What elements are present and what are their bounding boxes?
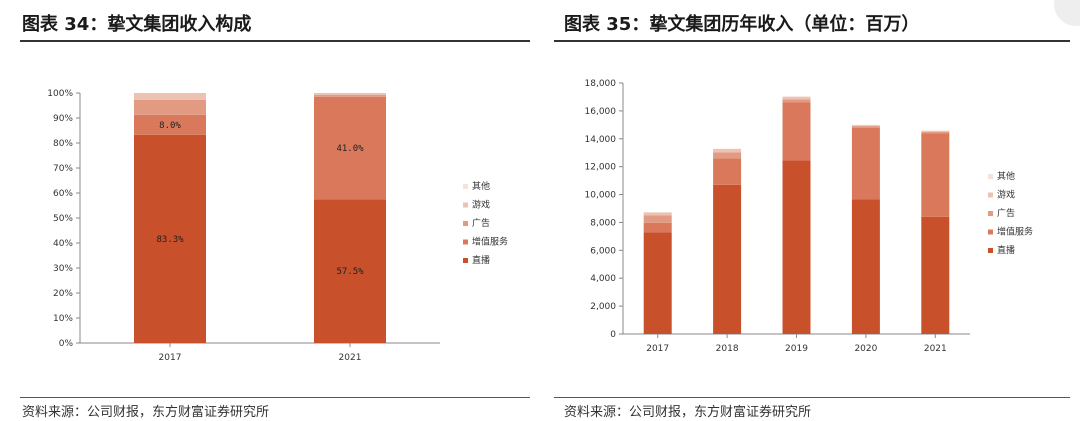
bar-segment (713, 148, 742, 153)
x-tick-label: 2021 (924, 344, 947, 354)
x-tick-label: 2018 (716, 344, 739, 354)
bar-segment (134, 99, 206, 115)
y-tick-label: 0 (610, 330, 616, 340)
right-chart-panel: 图表 35：挚文集团历年收入（单位：百万） 0 2,000 4,000 6,000 8,… (550, 0, 1070, 421)
bar-segment (782, 99, 811, 103)
annual-revenue-chart: 0 2,000 4,000 6,000 8,000 10,000 12,000 14,000 1… (585, 79, 1034, 354)
bar-segment (643, 222, 672, 233)
x-tick-label: 2020 (854, 344, 877, 354)
legend-swatch (988, 229, 993, 235)
legend-label: 游戏 (472, 199, 490, 211)
legend-label: 其他 (472, 180, 490, 192)
bar-segment (713, 152, 742, 159)
data-label: 83.3% (156, 235, 184, 245)
y-tick-label: 2,000 (590, 302, 616, 312)
title-divider (20, 40, 530, 42)
x-tick-label: 2019 (785, 344, 808, 354)
y-tick-label: 16,000 (585, 107, 617, 117)
y-tick-label: 4,000 (590, 274, 616, 284)
legend-swatch (463, 239, 468, 245)
bar-segment (782, 160, 811, 334)
legend-swatch (463, 184, 468, 189)
y-tick-label: 80% (53, 139, 73, 149)
bar-segment (851, 199, 880, 334)
y-tick-label: 50% (53, 214, 73, 224)
bar-segment (643, 215, 672, 223)
x-tick-label: 2017 (159, 353, 182, 363)
data-label: 41.0% (336, 144, 364, 154)
legend-label: 其他 (997, 170, 1015, 182)
y-tick-label: 6,000 (590, 246, 616, 256)
chart-title: 图表 35：挚文集团历年收入（单位：百万） (564, 14, 920, 35)
source-note: 资料来源：公司财报，东方财富证券研究所 (22, 405, 270, 420)
bar-segment (314, 96, 386, 200)
bar-segment (782, 102, 811, 161)
bar-segment (921, 216, 950, 334)
title-divider (554, 40, 1070, 42)
bar-segment (713, 158, 742, 185)
legend-label: 广告 (472, 217, 490, 229)
data-label: 57.5% (336, 267, 364, 277)
y-tick-label: 40% (53, 239, 73, 249)
legend-label: 增值服务 (997, 226, 1033, 238)
x-tick-label: 2017 (646, 344, 669, 354)
y-tick-label: 12,000 (585, 163, 617, 173)
y-tick-label: 10,000 (585, 191, 617, 201)
bar-segment (921, 131, 950, 134)
y-tick-label: 14,000 (585, 135, 617, 145)
legend-swatch (463, 202, 468, 208)
chart-title: 图表 34：挚文集团收入构成 (22, 14, 252, 35)
legend-label: 直播 (997, 244, 1015, 256)
y-tick-label: 70% (53, 164, 73, 174)
legend-label: 广告 (997, 207, 1015, 219)
y-tick-label: 60% (53, 189, 73, 199)
legend-label: 游戏 (997, 189, 1015, 201)
legend-label: 增值服务 (472, 236, 508, 248)
source-note: 资料来源：公司财报，东方财富证券研究所 (564, 405, 812, 420)
bar-segment (782, 96, 811, 100)
y-tick-label: 90% (53, 114, 73, 124)
y-tick-label: 0% (59, 339, 74, 349)
y-tick-label: 8,000 (590, 218, 616, 228)
bar-segment (134, 93, 206, 100)
y-tick-label: 18,000 (585, 79, 617, 89)
bar-segment (921, 130, 950, 132)
legend-label: 直播 (472, 254, 490, 266)
bar-segment (314, 199, 386, 343)
legend-swatch (463, 258, 468, 263)
y-tick-label: 10% (53, 314, 73, 324)
revenue-composition-chart: 0% 10% 20% 30% 40% 50% 60% 70% 80% 90% 100% 2017 202… (47, 89, 508, 363)
left-chart-panel: 图表 34：挚文集团收入构成 0% 10% 20% 30% 40% 50% 60% 70% 80… (20, 14, 530, 420)
bar-segment (134, 134, 206, 343)
legend-swatch (463, 221, 468, 226)
x-tick-label: 2021 (339, 353, 362, 363)
source-divider (20, 397, 530, 398)
bar-segment (643, 212, 672, 216)
legend-swatch (988, 174, 993, 179)
bar-segment (851, 126, 880, 128)
y-tick-label: 20% (53, 289, 73, 299)
bar-segment (713, 184, 742, 334)
bar-segment (921, 133, 950, 217)
bar-segment (314, 93, 386, 95)
legend-swatch (988, 211, 993, 216)
bar-segment (643, 232, 672, 334)
legend-swatch (988, 192, 993, 198)
bar-segment (314, 94, 386, 97)
bar-segment (134, 114, 206, 135)
source-divider (554, 397, 1070, 398)
bar-segment (851, 127, 880, 200)
y-tick-label: 100% (47, 89, 73, 99)
y-tick-label: 30% (53, 264, 73, 274)
bar-segment (851, 125, 880, 127)
legend-swatch (988, 248, 993, 253)
data-label: 8.0% (159, 121, 181, 131)
